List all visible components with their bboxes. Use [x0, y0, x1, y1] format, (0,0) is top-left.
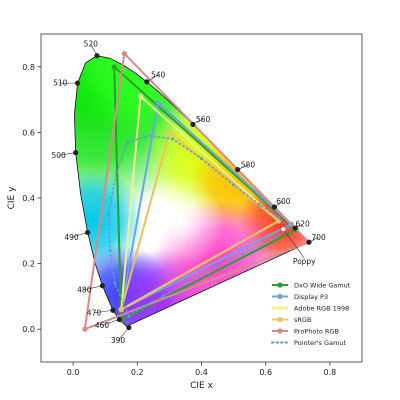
- marker-leader: [84, 285, 103, 291]
- y-axis-label: CIE y: [7, 186, 17, 209]
- wavelength-marker-510: 510: [53, 79, 81, 88]
- fill-white-point: [134, 176, 224, 266]
- wavelength-label: 520: [84, 39, 99, 48]
- x-tick-label: 0.8: [324, 368, 337, 377]
- legend-label: sRGB: [294, 316, 311, 324]
- marker-dot: [292, 225, 298, 231]
- legend-label: ProPhoto RGB: [294, 327, 339, 335]
- wavelength-marker-390: 390: [111, 324, 132, 345]
- x-tick-label: 0.2: [131, 368, 144, 377]
- legend-item-dxo-wide-gamut: DxO Wide Gamut: [272, 281, 351, 289]
- legend-marker: [277, 305, 283, 311]
- y-tick-label: 0.4: [22, 194, 35, 203]
- marker-dot: [73, 150, 79, 156]
- marker-leader: [101, 319, 120, 326]
- legend-marker: [277, 328, 283, 334]
- wavelength-marker-560: 560: [190, 115, 210, 127]
- wavelength-label: 580: [241, 161, 256, 170]
- y-tick-label: 0.6: [22, 128, 35, 137]
- x-tick-label: 0.4: [195, 368, 208, 377]
- series-pointer-s-gamut: [106, 134, 290, 318]
- wavelength-label: 490: [64, 233, 79, 242]
- wavelength-label: 470: [87, 308, 102, 317]
- marker-dot: [94, 53, 100, 59]
- marker-leader: [58, 152, 76, 156]
- series-point: [155, 100, 161, 106]
- wavelength-marker-540: 540: [144, 71, 166, 85]
- legend-marker: [277, 316, 283, 323]
- y-tick-label: 0.0: [22, 325, 35, 334]
- y-axis-ticks: 0.0 0.2 0.4 0.6 0.8: [22, 63, 41, 334]
- series-point: [82, 326, 88, 332]
- wavelength-label: 700: [312, 233, 327, 242]
- series-point: [137, 93, 144, 99]
- legend-label: Adobe RGB 1998: [294, 304, 349, 312]
- wavelength-marker-600: 600: [271, 197, 291, 210]
- legend-item-adobe-rgb-1998: Adobe RGB 1998: [272, 304, 349, 312]
- marker-dot: [126, 324, 132, 331]
- marker-leader: [117, 327, 130, 341]
- series-point: [121, 50, 127, 57]
- legend-label: Pointer's Gamut: [294, 339, 347, 347]
- marker-dot: [271, 204, 277, 210]
- wavelength-marker-580: 580: [235, 161, 256, 173]
- y-tick-label: 0.2: [22, 260, 35, 269]
- marker-dot: [116, 316, 122, 323]
- legend-label: Display P3: [294, 293, 328, 301]
- wavelength-label: 600: [276, 197, 291, 206]
- wavelength-label: 540: [151, 71, 166, 80]
- marker-dot: [190, 121, 196, 127]
- marker-dot: [144, 79, 150, 85]
- legend-item-prophoto-rgb: ProPhoto RGB: [272, 327, 339, 335]
- x-axis-ticks: 0.0 0.2 0.4 0.6 0.8: [67, 362, 337, 377]
- marker-dot: [235, 166, 241, 173]
- poppy-label: Poppy: [293, 257, 316, 266]
- poppy-annotation: Poppy: [280, 226, 316, 266]
- legend-label: DxO Wide Gamut: [294, 281, 351, 289]
- x-tick-label: 0.0: [67, 368, 80, 377]
- wavelength-label: 500: [51, 151, 66, 160]
- y-tick-label: 0.8: [22, 63, 35, 72]
- series-point: [166, 129, 172, 135]
- wavelength-label: 460: [95, 321, 110, 330]
- series-outline: [83, 52, 310, 331]
- wavelength-label: 390: [111, 336, 126, 345]
- marker-dot: [85, 229, 91, 236]
- series-outline: [113, 65, 298, 321]
- marker-leader: [93, 309, 113, 314]
- wavelength-marker-520: 520: [84, 39, 100, 59]
- x-axis-label: CIE x: [190, 381, 213, 391]
- series-outline: [120, 101, 293, 311]
- wavelength-marker-470: 470: [87, 307, 116, 317]
- marker-dot: [110, 307, 116, 313]
- wavelength-marker-460: 460: [95, 316, 122, 330]
- series-outline: [107, 134, 290, 318]
- wavelength-marker-500: 500: [51, 150, 79, 160]
- wavelength-label: 560: [196, 115, 211, 124]
- legend-marker: [277, 293, 283, 300]
- marker-leader: [71, 232, 88, 238]
- marker-dot: [306, 239, 312, 245]
- wavelength-label: 510: [53, 79, 68, 88]
- legend: DxO Wide Gamut Display P3 Adobe RGB 1998 sR…: [271, 281, 351, 347]
- series-point: [111, 64, 117, 70]
- wavelength-marker-490: 490: [64, 229, 91, 242]
- poppy-leader: [283, 228, 305, 259]
- wavelength-label: 480: [77, 285, 92, 294]
- wavelength-marker-620: 620: [292, 220, 310, 231]
- wavelength-marker-480: 480: [77, 283, 106, 294]
- series-point: [118, 306, 124, 313]
- wavelength-marker-700: 700: [306, 233, 326, 245]
- marker-dot: [74, 80, 81, 86]
- marker-dot: [99, 283, 106, 289]
- wavelength-label: 620: [295, 220, 310, 229]
- x-tick-label: 0.6: [259, 368, 272, 377]
- legend-item-srgb: sRGB: [272, 316, 311, 324]
- legend-item-pointer-s-gamut: Pointer's Gamut: [271, 339, 347, 347]
- legend-item-display-p3: Display P3: [272, 293, 328, 301]
- legend-marker: [277, 282, 283, 288]
- poppy-marker: [280, 226, 287, 233]
